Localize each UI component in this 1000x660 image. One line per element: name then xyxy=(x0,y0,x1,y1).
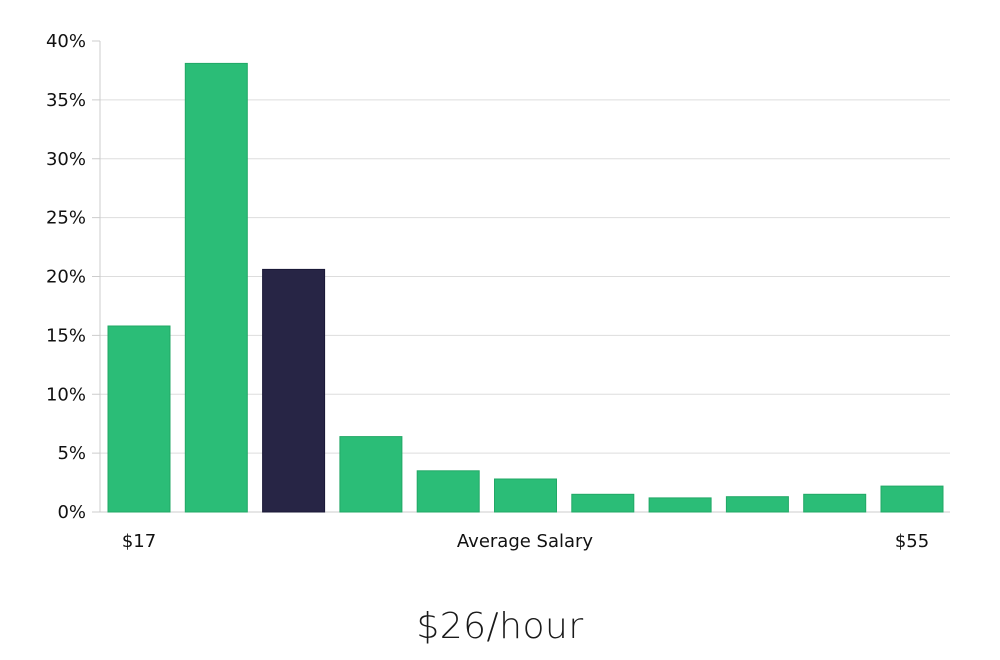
x-max-label: $55 xyxy=(895,531,929,552)
bar xyxy=(571,493,635,513)
y-tick-labels: 0% 5% 10% 15% 20% 25% 30% 35% 40% xyxy=(46,31,86,523)
bar xyxy=(725,496,789,513)
bar xyxy=(184,62,248,513)
y-tick-label: 25% xyxy=(46,208,86,229)
bar xyxy=(339,436,403,513)
y-tick-label: 5% xyxy=(57,443,86,464)
average-wage-value: $26/hour xyxy=(416,606,584,647)
y-tick-label: 40% xyxy=(46,31,86,52)
y-tick-label: 20% xyxy=(46,267,86,288)
y-tick-label: 35% xyxy=(46,90,86,111)
bar-highlighted xyxy=(262,268,326,513)
y-tick-label: 30% xyxy=(46,149,86,170)
bars xyxy=(107,62,944,513)
bar xyxy=(416,470,480,513)
bar xyxy=(494,478,557,513)
bar xyxy=(107,325,171,513)
bar xyxy=(803,493,867,513)
y-tick-label: 0% xyxy=(57,502,86,523)
x-min-label: $17 xyxy=(122,531,156,552)
bar xyxy=(880,485,944,513)
salary-histogram: 0% 5% 10% 15% 20% 25% 30% 35% 40% $17 Average Sa… xyxy=(46,31,950,552)
y-tick-label: 10% xyxy=(46,384,86,405)
bar xyxy=(648,497,712,513)
y-tick-label: 15% xyxy=(46,325,86,346)
x-axis-title: Average Salary xyxy=(457,531,594,552)
